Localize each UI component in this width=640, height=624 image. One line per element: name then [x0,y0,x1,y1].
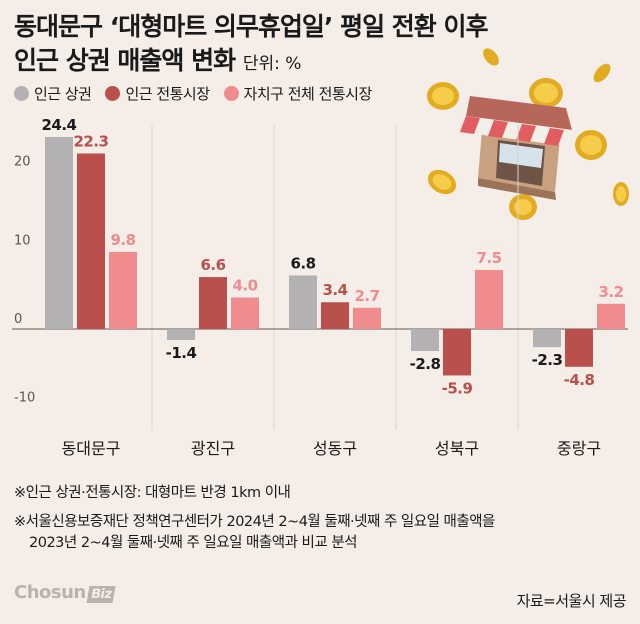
bar [45,136,73,329]
chosunbiz-logo: Chosun Biz [14,582,116,603]
bar [321,302,349,329]
footnote-method-line-2: 2023년 2~4월 둘째·넷째 주 일요일 매출액과 비교 분석 [29,535,357,551]
bar [199,277,227,329]
category-separators [151,125,519,430]
value-label: 24.4 [41,116,76,134]
x-tick-label: 동대문구 [62,439,121,458]
bar [167,329,195,341]
legend-label-district-market: 자치구 전체 전통시장 [243,85,373,103]
footnote-method: ※서울신용보증재단 정책연구센터가 2024년 2~4월 둘째·넷째 주 일요일… [14,512,495,554]
x-tick-label: 광진구 [191,439,235,458]
title-line-1: 동대문구 ‘대형마트 의무휴업일’ 평일 전환 이후 [14,12,489,41]
value-label: 22.3 [73,132,108,150]
chart-title: 동대문구 ‘대형마트 의무휴업일’ 평일 전환 이후 인근 상권 매출액 변화 … [14,10,489,81]
value-label: -1.4 [166,344,197,362]
y-axis: 20 10 0 -10 [14,155,35,406]
bar [411,329,439,352]
footnote-radius: ※인근 상권·전통시장: 대형마트 반경 1km 이내 [14,485,291,501]
footnote-method-line-1: ※서울신용보증재단 정책연구센터가 2024년 2~4월 둘째·넷째 주 일요일… [14,514,495,530]
coin-icon [593,63,611,83]
legend-item-nearby-market: 인근 전통시장 [105,83,210,104]
bar [289,275,317,329]
value-label: 4.0 [232,277,257,295]
value-label: -2.8 [410,355,441,373]
store-icon [460,96,572,200]
value-labels: 24.422.3 9.8 -1.4 6.6 4.0 6.8 3.4 2.7 -2.8-5.9 7.… [41,116,624,397]
y-tick-label: 0 [14,312,22,327]
value-label: 7.5 [476,249,501,267]
value-label: 6.6 [200,256,225,274]
coin-icon [509,194,537,220]
x-axis: 동대문구 광진구 성동구 성북구 중랑구 [62,439,602,458]
coin-icon [529,78,563,108]
x-tick-label: 성북구 [435,439,479,458]
bars [45,136,625,376]
y-tick-label: 10 [14,233,31,248]
bar [353,307,381,329]
value-label: 3.2 [598,283,623,301]
legend-label-nearby-commercial: 인근 상권 [34,85,92,103]
coin-icon [427,169,457,195]
legend-swatch-nearby-market [105,86,121,101]
y-tick-label: -10 [14,391,35,406]
legend-item-nearby-commercial: 인근 상권 [14,83,92,104]
bar [231,297,259,329]
legend-swatch-nearby-commercial [14,86,29,101]
legend-swatch-district-market [223,86,239,101]
coin-icon [613,182,629,206]
value-label: 3.4 [322,281,347,299]
coin-icon [483,48,499,66]
title-line-2-text: 인근 상권 매출액 변화 [14,46,236,75]
logo-biz: Biz [86,586,116,603]
x-tick-label: 성동구 [313,439,357,458]
coin-icon [575,130,607,160]
bar [443,329,471,376]
value-label: -4.8 [564,371,595,389]
value-label: 6.8 [290,254,315,272]
value-label: 9.8 [110,231,135,249]
unit-label: 단위: % [242,54,302,74]
bar [533,329,561,348]
legend-label-nearby-market: 인근 전통시장 [125,85,210,103]
store-illustration [427,48,629,220]
source-credit: 자료=서울시 제공 [516,592,627,610]
value-label: 2.7 [354,287,379,305]
x-tick-label: 중랑구 [557,439,601,458]
bar [77,153,105,329]
bar [597,303,625,329]
legend: 인근 상권 인근 전통시장 자치구 전체 전통시장 [14,83,372,104]
logo-main: Chosun [14,582,86,603]
value-label: -2.3 [532,351,563,369]
bar [565,329,593,367]
y-tick-label: 20 [14,155,31,170]
value-label: -5.9 [442,379,473,397]
legend-item-district-market: 자치구 전체 전통시장 [223,83,373,104]
coin-icon [427,82,459,110]
bar [109,251,137,329]
bar [475,269,503,329]
title-line-2: 인근 상권 매출액 변화 단위: % [14,44,488,81]
